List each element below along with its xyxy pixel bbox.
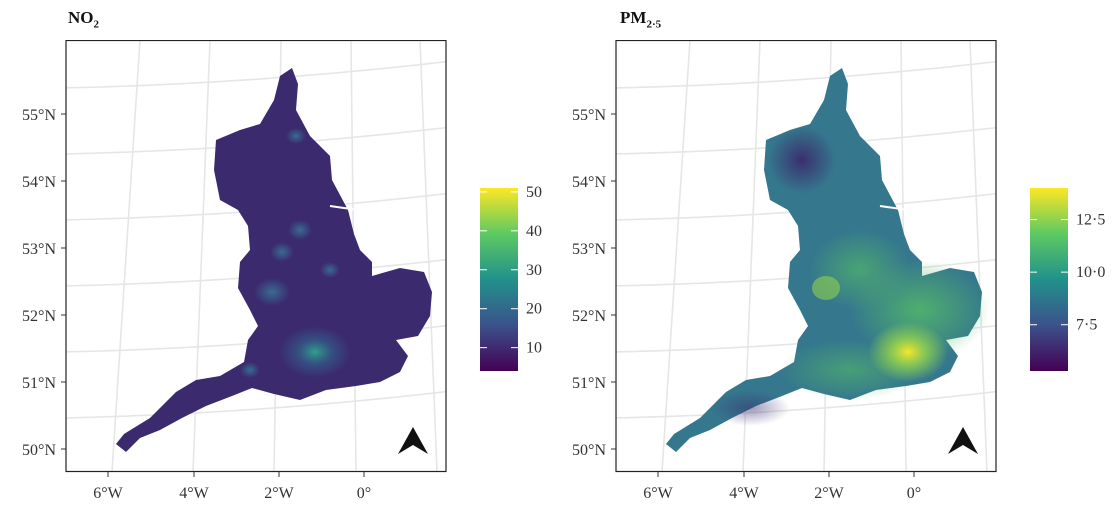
lat-label: 55°N bbox=[572, 107, 606, 124]
legend-tick-label: 10 bbox=[526, 340, 542, 357]
lon-label: 6°W bbox=[643, 485, 673, 502]
legend-tick-label: 12·5 bbox=[1076, 212, 1105, 229]
legend-tick-label: 40 bbox=[526, 223, 542, 240]
legend-tick-label: 50 bbox=[526, 184, 542, 201]
lon-label: 4°W bbox=[729, 485, 759, 502]
legend-tick-label: 10·0 bbox=[1076, 264, 1105, 281]
lat-label: 54°N bbox=[22, 174, 56, 191]
lon-label: 2°W bbox=[264, 485, 294, 502]
no2-legend: 50 40 30 20 10 bbox=[480, 184, 542, 371]
lat-label: 52°N bbox=[572, 308, 606, 325]
panel-no2-title: NO2 bbox=[68, 8, 99, 31]
lat-label: 53°N bbox=[572, 241, 606, 258]
lat-label: 51°N bbox=[22, 375, 56, 392]
england-map-pm25 bbox=[666, 68, 990, 452]
lat-label: 50°N bbox=[572, 442, 606, 459]
map-frame bbox=[65, 40, 447, 473]
lat-label: 50°N bbox=[22, 442, 56, 459]
legend-tick-label: 30 bbox=[526, 262, 542, 279]
lat-label: 54°N bbox=[572, 174, 606, 191]
england-map-no2 bbox=[116, 68, 432, 452]
legend-colorbar bbox=[1030, 188, 1068, 371]
lat-axis: 55°N 54°N 53°N 52°N 51°N 50°N bbox=[22, 107, 66, 459]
legend-tick-label: 20 bbox=[526, 301, 542, 318]
lon-label: 0° bbox=[357, 485, 371, 502]
map-frame bbox=[615, 40, 997, 473]
lon-label: 2°W bbox=[814, 485, 844, 502]
lat-axis: 55°N 54°N 53°N 52°N 51°N 50°N bbox=[572, 107, 616, 459]
legend-tick-label: 7·5 bbox=[1076, 317, 1097, 334]
lon-label: 4°W bbox=[179, 485, 209, 502]
lat-label: 53°N bbox=[22, 241, 56, 258]
lon-label: 6°W bbox=[93, 485, 123, 502]
panel-pm25-title: PM2·5 bbox=[620, 8, 662, 31]
north-arrow-icon bbox=[398, 427, 428, 454]
legend-colorbar bbox=[480, 188, 518, 371]
lon-label: 0° bbox=[907, 485, 921, 502]
lon-axis: 6°W 4°W 2°W 0° bbox=[643, 472, 921, 502]
lat-label: 52°N bbox=[22, 308, 56, 325]
lon-axis: 6°W 4°W 2°W 0° bbox=[93, 472, 371, 502]
pm25-map-panel: 55°N 54°N 53°N 52°N 51°N 50°N 6°W 4°W 2°… bbox=[572, 40, 1105, 502]
pm25-legend: 12·5 10·0 7·5 bbox=[1030, 188, 1105, 371]
lat-label: 51°N bbox=[572, 375, 606, 392]
no2-map-panel: 55°N 54°N 53°N 52°N 51°N 50°N 6°W 4°W 2°… bbox=[22, 40, 542, 502]
north-arrow-icon bbox=[948, 427, 978, 454]
lat-label: 55°N bbox=[22, 107, 56, 124]
